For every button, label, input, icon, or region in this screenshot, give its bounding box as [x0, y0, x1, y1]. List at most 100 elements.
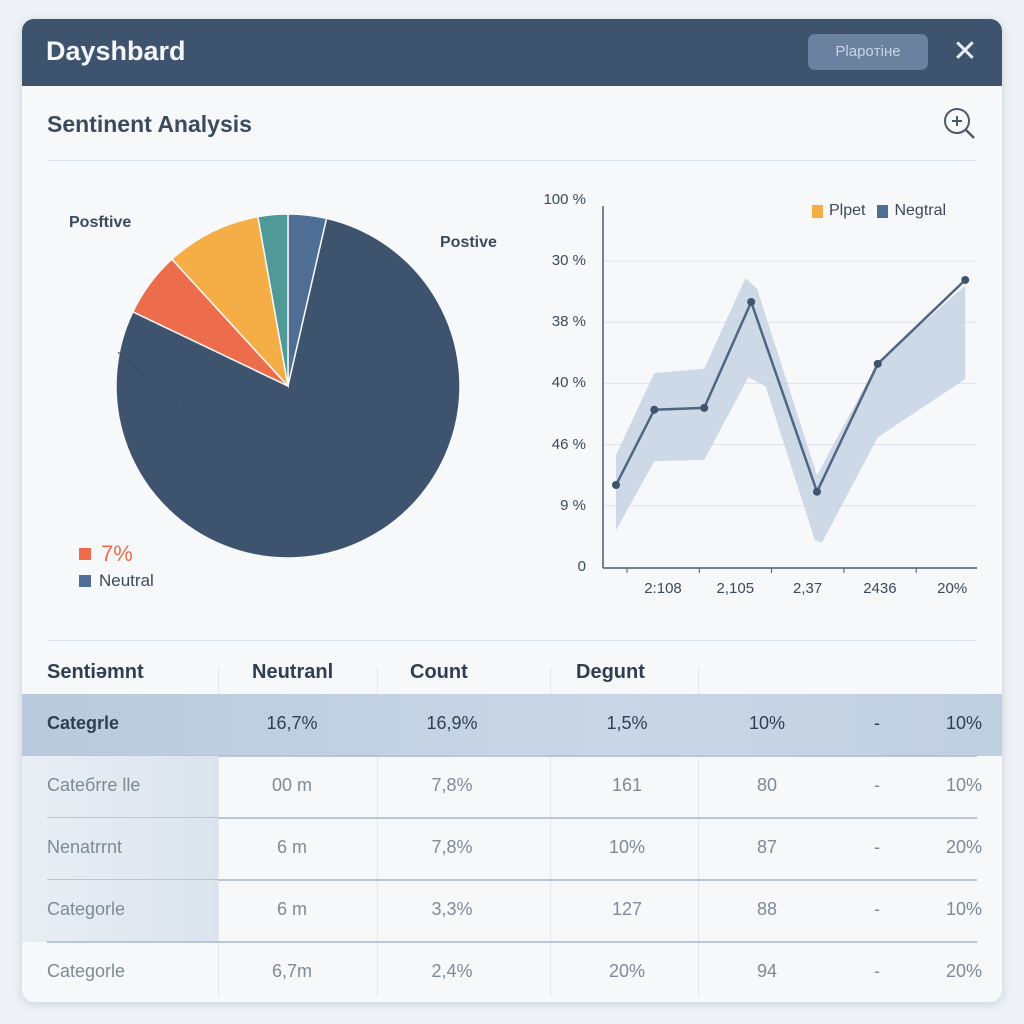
table-cell: 10%: [945, 713, 983, 733]
table-cell: 3,3%: [431, 899, 473, 919]
table-cell: 88: [756, 899, 778, 919]
table-cell: 10%: [748, 713, 786, 733]
table-row[interactable]: Categorle 6 m 3,3% 127 88 - 10%: [22, 880, 1002, 942]
column-header[interactable]: Degunt: [576, 661, 645, 683]
table-cell: 7,8%: [431, 775, 473, 795]
table-cell: Cateбrre lle: [47, 775, 141, 795]
y-tick-label: 40 %: [551, 374, 586, 392]
data-point: [747, 298, 756, 307]
table-cell: 6,7m: [271, 961, 313, 981]
table-cell: Categorle: [47, 899, 126, 919]
legend-label: Negtral: [894, 202, 947, 219]
table-cell: 10%: [945, 899, 983, 919]
column-divider: [550, 667, 551, 997]
table-cell: 7,8%: [431, 837, 473, 857]
pill-button[interactable]: Plapoтiне: [808, 34, 928, 70]
table-cell: 161: [611, 775, 643, 795]
pie-legend-item: Neutral: [79, 571, 154, 591]
close-icon[interactable]: ✕: [952, 35, 978, 68]
table-cell: 10%: [608, 837, 646, 857]
pie-chart: [115, 213, 461, 559]
table-cell: 87: [756, 837, 778, 857]
data-point: [650, 405, 659, 414]
row-label-shade: [22, 818, 218, 880]
pie-slice: [115, 217, 461, 559]
legend-label: Neutral: [99, 571, 154, 590]
table-cell: -: [874, 961, 880, 981]
x-tick-label: 2,105: [716, 580, 755, 597]
table-cell: -: [874, 775, 880, 795]
y-tick-label: 30 %: [551, 252, 586, 269]
table-row[interactable]: Categorle 6,7m 2,4% 20% 94 - 20%: [22, 942, 1002, 1002]
legend-swatch: [79, 548, 91, 560]
table-cell: 94: [756, 961, 778, 981]
table-cell: 6 m: [276, 837, 307, 857]
divider: [47, 640, 977, 641]
section-title: Sentinent Analysis: [47, 111, 252, 137]
x-tick-label: 2436: [863, 580, 897, 597]
table-cell: 16,9%: [426, 713, 478, 733]
data-point: [612, 480, 621, 489]
table-cell: -: [874, 837, 880, 857]
table-cell: 2,4%: [431, 961, 473, 981]
data-point: [873, 359, 882, 368]
row-divider: [47, 755, 977, 757]
row-label-shade: [22, 756, 218, 818]
legend-swatch: [877, 204, 889, 218]
window-title: Dayshbard: [46, 36, 186, 66]
data-point: [700, 403, 709, 412]
confidence-band: [616, 278, 966, 543]
data-point: [812, 487, 821, 496]
line-legend: Plpet Negtral: [812, 202, 946, 220]
title-bar: Dayshbard Plapoтiне ✕: [22, 19, 1002, 86]
table-cell: 00 m: [271, 775, 313, 795]
column-header[interactable]: Sentiəmnt: [47, 661, 144, 683]
column-header[interactable]: Neutranl: [252, 661, 334, 683]
pie-slice: [257, 213, 289, 387]
table-cell: 10%: [945, 775, 983, 795]
legend-swatch: [812, 204, 823, 218]
x-tick-label: 20%: [937, 580, 968, 597]
pie-leader-line: [117, 351, 178, 405]
table-cell: Categorle: [47, 961, 126, 981]
pie-label: Posftive: [69, 214, 132, 231]
table-cell: 20%: [945, 961, 983, 981]
column-divider: [218, 667, 219, 997]
y-tick-label: 9 %: [560, 496, 586, 514]
legend-label: 7%: [101, 541, 133, 566]
row-divider: [47, 817, 977, 819]
table-cell: -: [874, 899, 880, 919]
x-tick-label: 2:108: [644, 580, 682, 597]
table-cell: 80: [756, 775, 778, 795]
dashboard-window: Dayshbard Plapoтiне ✕ Sentinent Analysis…: [22, 19, 1002, 1002]
y-tick-label: 100 %: [543, 190, 586, 208]
pie-legend-item: 7%: [79, 541, 133, 567]
table-cell: Categrle: [47, 713, 120, 733]
column-divider: [698, 667, 699, 997]
y-tick-label: 38 %: [551, 313, 586, 331]
table-row[interactable]: Cateбrre lle 00 m 7,8% 161 80 - 10%: [22, 756, 1002, 818]
data-point: [961, 275, 970, 284]
table-cell: 20%: [608, 961, 646, 981]
table-cell: 127: [611, 899, 643, 919]
column-header[interactable]: Count: [410, 661, 468, 683]
table-cell: 6 m: [276, 899, 307, 919]
table-row[interactable]: Nenatrrnt 6 m 7,8% 10% 87 - 20%: [22, 818, 1002, 880]
pie-label: Postive: [440, 234, 497, 251]
column-divider: [377, 667, 378, 997]
table-row[interactable]: Categrle 16,7% 16,9% 1,5% 10% - 10%: [22, 694, 1002, 756]
legend-swatch: [79, 575, 91, 587]
zoom-in-icon[interactable]: [940, 105, 978, 143]
divider: [47, 160, 977, 161]
table-cell: -: [874, 713, 880, 733]
y-tick-label: 46 %: [551, 435, 586, 453]
table-cell: Nenatrrnt: [47, 837, 123, 857]
pie-leader-line: [414, 391, 438, 408]
row-label-shade: [22, 880, 218, 942]
line-chart: [602, 206, 977, 573]
table-cell: 16,7%: [266, 713, 318, 733]
x-tick-label: 2,37: [792, 580, 823, 597]
row-divider: [47, 879, 977, 881]
table-cell: 20%: [945, 837, 983, 857]
y-tick-label: 0: [577, 558, 586, 575]
